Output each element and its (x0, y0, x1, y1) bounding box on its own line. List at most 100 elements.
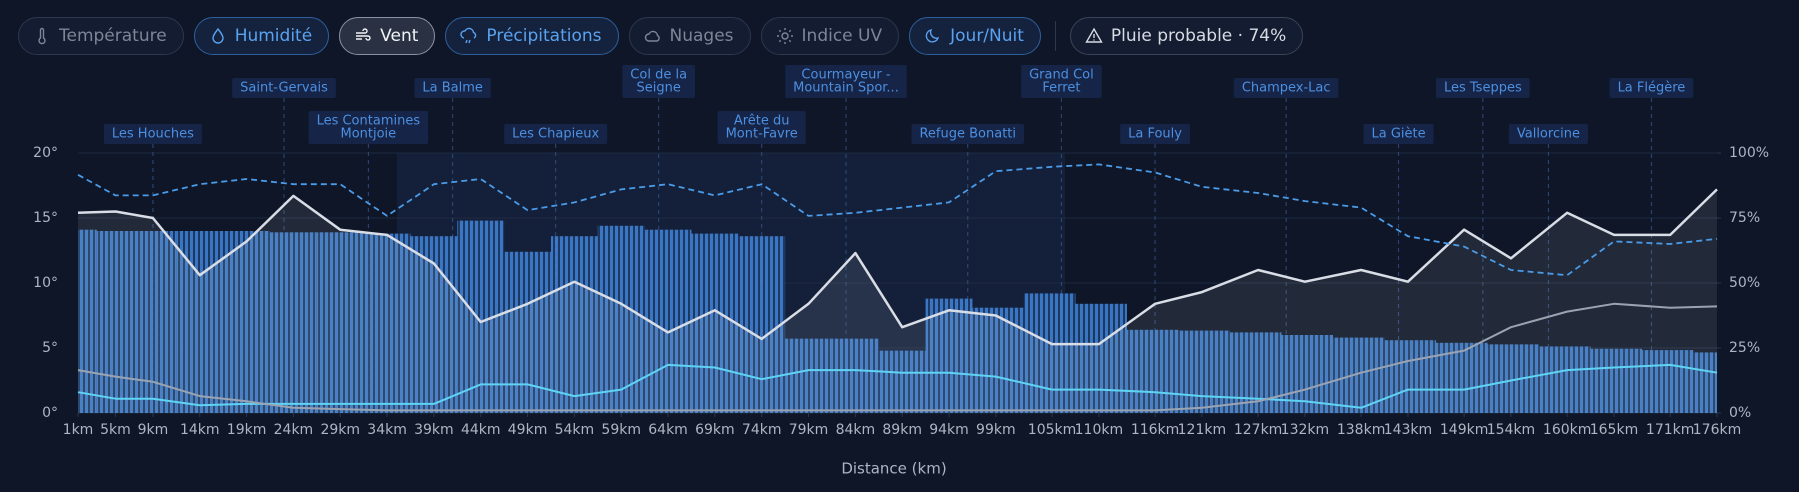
x-tick-label: 171km (1646, 422, 1694, 438)
x-tick-label: 127km (1234, 422, 1282, 438)
bar (550, 236, 598, 413)
x-tick-label: 54km (555, 422, 595, 438)
waypoint-box (504, 124, 608, 144)
x-tick-label: 110km (1075, 422, 1123, 438)
y-tick-label: 15° (33, 210, 58, 226)
bar (1126, 329, 1179, 413)
line (77, 163, 1718, 277)
bar (269, 232, 317, 413)
toggle-clouds[interactable]: Nuages (628, 17, 751, 55)
rain-alert: Pluie probable · 74% (1069, 17, 1304, 55)
waypoint-label: Refuge Bonatti (919, 127, 1016, 142)
waypoint-label: La Balme (422, 81, 483, 96)
area (78, 189, 1717, 413)
y2-tick-label: 0% (1729, 405, 1751, 421)
bar (1333, 337, 1385, 413)
waypoint-label: Col de la (630, 68, 687, 83)
bar (1487, 344, 1540, 413)
icon (211, 27, 224, 44)
bar (316, 232, 364, 413)
bar (1075, 303, 1127, 413)
toggle-temperature[interactable]: Température (18, 17, 184, 55)
toggle-uv[interactable]: Indice UV (760, 17, 900, 55)
bar (1539, 346, 1591, 413)
waypoint-label: Seigne (636, 81, 680, 96)
bar (223, 231, 270, 413)
x-tick-label: 19km (227, 422, 267, 438)
y-tick-label: 20° (33, 145, 58, 161)
label: Nuages (669, 26, 734, 46)
bar (410, 236, 458, 413)
x-tick-label: 154km (1487, 422, 1535, 438)
x-tick-label: 94km (929, 422, 969, 438)
x-tick-label: 69km (695, 422, 735, 438)
waypoint-box (717, 111, 806, 144)
toggle-wind[interactable]: Vent (339, 17, 436, 55)
waypoint-label: Mont-Favre (726, 127, 798, 142)
x-tick-label: 116km (1131, 422, 1179, 438)
icon (644, 30, 660, 42)
x-tick-label: 84km (836, 422, 876, 438)
waypoint-box (232, 78, 336, 98)
y2-tick-label: 100% (1729, 145, 1769, 161)
label: Vent (380, 26, 419, 46)
bar (1178, 330, 1230, 413)
x-tick-label: 138km (1337, 422, 1385, 438)
x-tick-label: 29km (320, 422, 360, 438)
waypoint-box (1021, 65, 1102, 98)
waypoint-label: La Giète (1372, 127, 1426, 142)
waypoint-box (1435, 78, 1530, 98)
bar (1693, 352, 1717, 413)
label: Température (59, 26, 167, 46)
x-tick-label: 24km (274, 422, 314, 438)
x-tick-label: 34km (367, 422, 407, 438)
bar (78, 229, 97, 413)
bar (878, 350, 926, 413)
waypoint-box (103, 124, 202, 144)
bar (1590, 348, 1643, 413)
bar (504, 251, 551, 413)
waypoint-box (1609, 78, 1694, 98)
line (77, 302, 1718, 412)
toggle-precipitation[interactable]: Précipitations (445, 17, 619, 55)
toggle-humidity[interactable]: Humidité (193, 17, 330, 55)
waypoint-label: La Flégère (1618, 81, 1686, 96)
waypoint-label: Arête du (734, 114, 790, 129)
x-tick-label: 5km (100, 422, 131, 438)
waypoint-box (1363, 124, 1434, 144)
toggle-day-night[interactable]: Jour/Nuit (909, 17, 1041, 55)
waypoint-box (622, 65, 696, 98)
label: Pluie probable · 74% (1110, 26, 1287, 46)
line (77, 363, 1718, 409)
x-tick-label: 160km (1543, 422, 1591, 438)
x-tick-label: 59km (601, 422, 641, 438)
waypoint-box (414, 78, 491, 98)
bar (176, 231, 224, 413)
waypoint-box (911, 124, 1025, 144)
bar (831, 338, 879, 413)
bar (1642, 350, 1694, 413)
bar (1023, 293, 1076, 413)
x-tick-label: 39km (414, 422, 454, 438)
waypoint-box (1120, 124, 1190, 144)
bar (96, 231, 135, 413)
waypoint-label: Courmayeur - (801, 68, 890, 83)
x-tick-label: 121km (1178, 422, 1226, 438)
waypoint-label: Saint-Gervais (240, 81, 328, 96)
waypoint-label: Grand Col (1029, 68, 1094, 83)
x-tick-label: 176km (1693, 422, 1741, 438)
waypoint-label: Montjoie (340, 127, 396, 142)
icon (776, 28, 793, 44)
waypoint-label: Les Chapieux (512, 127, 599, 142)
waypoint-box (1233, 78, 1339, 98)
x-tick-label: 44km (461, 422, 501, 438)
x-tick-label: 79km (789, 422, 829, 438)
icon (38, 27, 46, 45)
waypoint-label: Champex-Lac (1242, 81, 1331, 96)
waypoint-box (1508, 124, 1588, 144)
y2-tick-label: 25% (1729, 340, 1760, 356)
x-tick-label: 89km (882, 422, 922, 438)
toolbar: Température Humidité Vent Précipitations… (18, 17, 1304, 55)
